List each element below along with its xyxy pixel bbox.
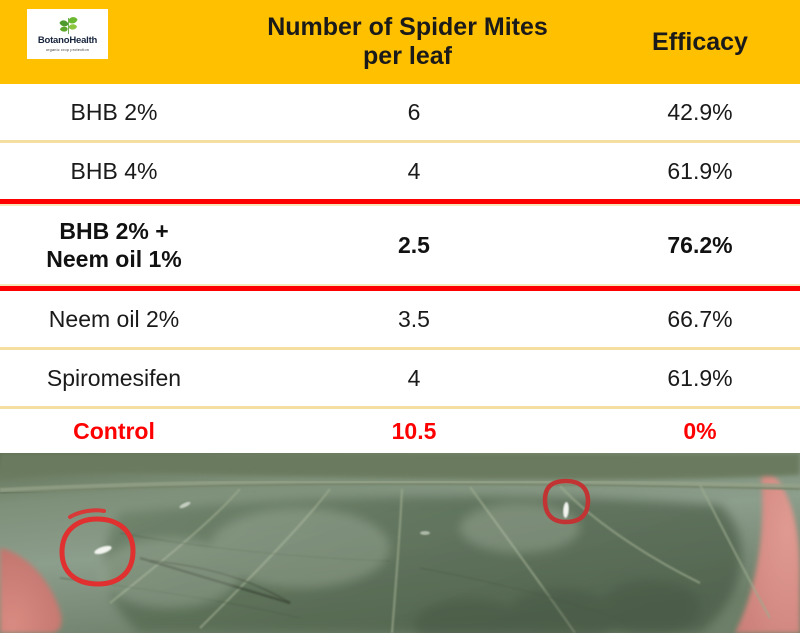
annotation-circle-left: [59, 516, 136, 587]
column-header-mites-line2: per leaf: [363, 42, 452, 70]
cell-mites: 6: [407, 98, 421, 125]
cell-mites: 10.5: [391, 417, 437, 444]
table-row: BHB 4% 4 61.9%: [0, 143, 800, 199]
cell-treatment: Neem oil 2%: [48, 305, 180, 332]
cell-efficacy: 61.9%: [667, 364, 733, 391]
cell-treatment: BHB 2%: [70, 98, 158, 125]
cell-treatment-line2: Neem oil 1%: [46, 246, 182, 272]
row-separator: [0, 406, 800, 409]
table-row: Neem oil 2% 3.5 66.7%: [0, 291, 800, 347]
column-header-mites: Number of Spider Mites per leaf: [215, 0, 600, 84]
leaf-photo: [0, 453, 800, 633]
row-separator: [0, 140, 800, 143]
cell-mites: 2.5: [398, 231, 430, 258]
row-separator: [0, 347, 800, 350]
spider-mite-left: [94, 545, 112, 555]
cell-efficacy: 66.7%: [667, 305, 733, 332]
cell-efficacy: 0%: [683, 417, 717, 444]
spider-mite-right: [563, 502, 569, 518]
cell-treatment-line1: BHB 2% +: [59, 217, 169, 244]
row-separator: [0, 284, 800, 286]
cell-treatment: Spiromesifen: [46, 364, 182, 391]
brand-tagline: organic crop protection: [45, 47, 90, 52]
brand-logo: BotanoHealth organic crop protection: [27, 9, 108, 59]
leaf-photo-image: [0, 453, 800, 633]
results-table: BHB 2% 6 42.9% BHB 4% 4 61.9% BHB 2% + N…: [0, 84, 800, 453]
leaf-icon: [59, 17, 77, 35]
annotation-circle-right: [542, 478, 591, 525]
cell-mites: 4: [407, 364, 421, 391]
cell-efficacy: 42.9%: [667, 98, 733, 125]
cell-treatment: BHB 2% + Neem oil 1%: [0, 217, 228, 273]
cell-efficacy: 76.2%: [667, 231, 733, 258]
brand-name: BotanoHealth: [37, 35, 98, 47]
cell-treatment: BHB 4%: [70, 157, 158, 184]
cell-treatment: Control: [73, 417, 155, 444]
table-row: BHB 2% 6 42.9%: [0, 84, 800, 140]
cell-mites: 3.5: [398, 305, 430, 332]
highlight-separator-top: [0, 199, 800, 204]
table-header-band: BotanoHealth organic crop protection Num…: [0, 0, 800, 84]
table-row: Spiromesifen 4 61.9%: [0, 350, 800, 406]
row-separator: [0, 204, 800, 206]
table-row-control: Control 10.5 0%: [0, 409, 800, 453]
table-row-highlighted: BHB 2% + Neem oil 1% 2.5 76.2%: [0, 206, 800, 284]
column-header-mites-line1: Number of Spider Mites: [267, 12, 548, 41]
cell-efficacy: 61.9%: [667, 157, 733, 184]
cell-mites: 4: [407, 157, 421, 184]
highlight-separator-bottom: [0, 286, 800, 291]
column-header-efficacy: Efficacy: [652, 27, 748, 56]
